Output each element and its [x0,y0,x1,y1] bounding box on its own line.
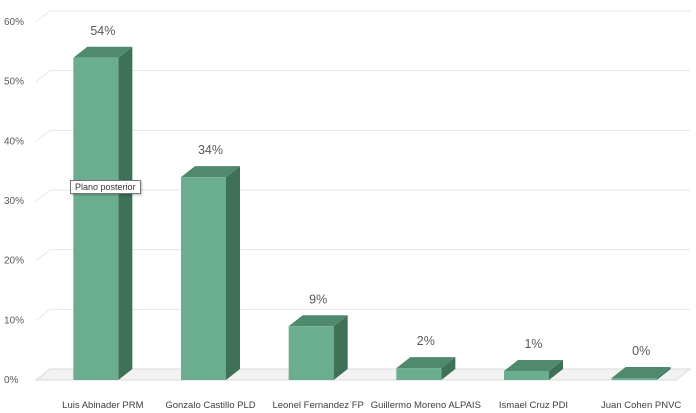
data-labels: 54% 34% 9% 2% 1% 0% [90,24,650,358]
x-tick-label: Gonzalo Castillo PLD [165,400,255,411]
bar-top [611,367,671,378]
bar-side [118,46,133,381]
data-label: 34% [198,143,223,157]
gridline-diag [35,249,51,262]
bar-top [288,315,348,327]
bar-front [73,57,119,381]
bar-side [333,315,348,380]
bars [73,46,671,381]
gridline-diag [35,129,51,142]
bar-side [656,367,671,380]
y-tick-label: 20% [4,256,24,267]
bar [396,357,456,380]
bar-front [181,177,226,380]
x-tick-label: Juan Cohen PNVC [601,400,681,411]
bar [611,367,671,380]
bar-front [504,371,549,380]
y-tick-label: 60% [4,17,24,28]
data-label: 0% [632,344,650,358]
y-tick-label: 0% [4,375,19,386]
bar-front [611,378,657,380]
y-tick-label: 50% [4,77,24,88]
data-label: 1% [524,337,542,351]
data-label: 9% [309,292,327,306]
bar [288,315,348,380]
gridlines [35,10,690,381]
gridline-diag [35,189,51,202]
bar-side [441,357,456,380]
y-tick-label: 10% [4,315,24,326]
x-tick-label: Guillermo Moreno ALPAIS [371,400,481,411]
bar-side [226,166,240,380]
y-tick-label: 30% [4,196,24,207]
bar-top [181,166,240,178]
bar [181,166,240,380]
x-tick-label: Ismael Cruz PDI [499,400,568,411]
y-tick-label: 40% [4,136,24,147]
x-tick-label: Luis Abinader PRM [62,400,143,411]
data-label: 2% [417,334,435,348]
gridline-diag [35,308,51,321]
bar-front [288,326,334,380]
x-tick-label: Leonel Fernandez FP [272,400,363,411]
data-label: 54% [90,24,115,38]
bar-top [73,46,133,58]
gridline-diag [35,10,51,23]
y-axis: 0% 10% 20% 30% 40% 50% 60% [4,17,24,386]
x-axis: Luis Abinader PRM Gonzalo Castillo PLD Leo… [62,400,681,411]
bar-top [504,360,563,371]
bar-side [549,360,563,380]
bar [73,46,133,381]
tooltip: Plano posterior [70,180,141,194]
bar-front [396,368,442,380]
floor [34,368,692,381]
bar-top [396,357,456,369]
chart-floor [34,368,692,381]
bar [504,360,563,380]
gridline-diag [35,70,51,83]
